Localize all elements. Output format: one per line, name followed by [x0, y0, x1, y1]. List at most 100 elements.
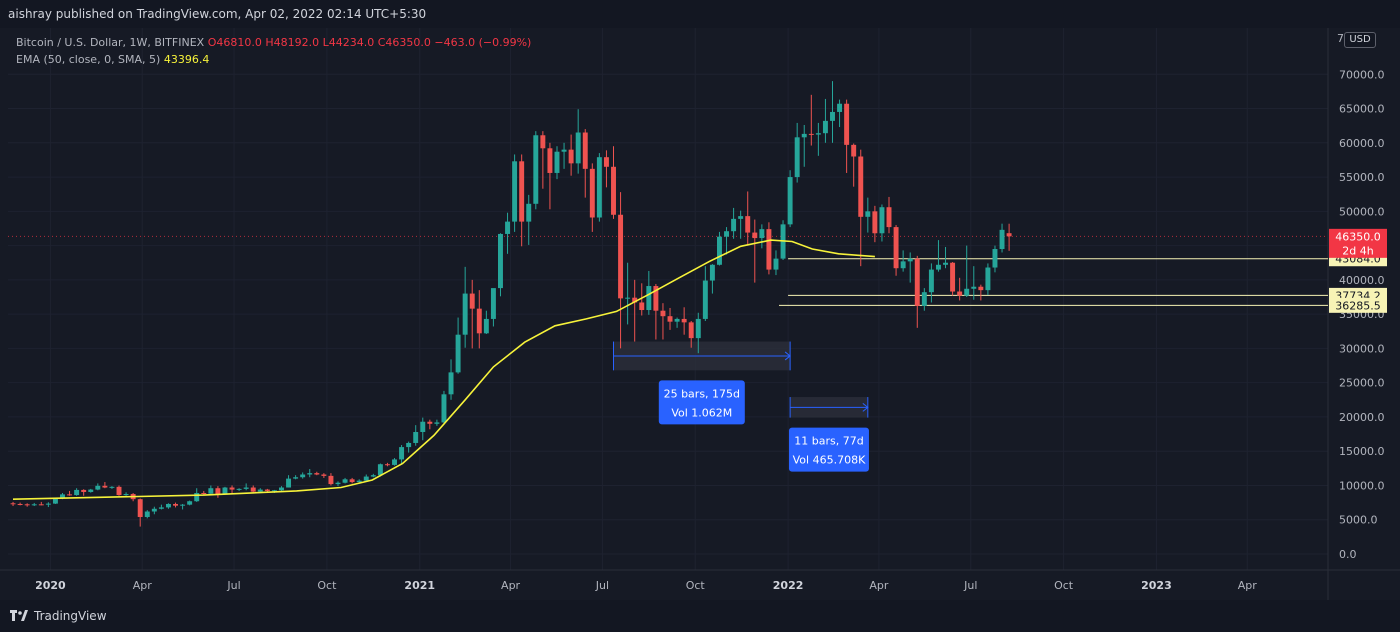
symbol-label: Bitcoin / U.S. Dollar, 1W, BITFINEX [16, 36, 205, 49]
candle-body [851, 144, 857, 157]
candle-body [286, 478, 292, 488]
ema-series [12, 239, 875, 500]
currency-button[interactable]: USD [1344, 32, 1376, 48]
y-tick-label: 15000.0 [1339, 445, 1385, 458]
candle-body [709, 264, 715, 281]
candle-body [342, 479, 348, 483]
x-tick-label: Jul [595, 579, 609, 592]
candle-body [618, 214, 624, 299]
candle-body [568, 149, 574, 164]
ema-label: EMA (50, close, 0, SMA, 5) [16, 53, 161, 66]
candle-body [420, 421, 426, 433]
candle-body [978, 286, 984, 291]
x-tick-label: 2023 [1141, 579, 1172, 592]
candle-body [264, 489, 270, 491]
tradingview-brand[interactable]: TradingView [10, 609, 107, 623]
candle-body [858, 156, 864, 217]
candle-body [300, 474, 306, 478]
candle-body [589, 168, 595, 218]
candle-body [151, 508, 157, 512]
candle-body [745, 216, 751, 233]
candle-body [462, 293, 468, 335]
candle-body [928, 269, 934, 293]
y-tick-label: 25000.0 [1339, 377, 1385, 390]
candle-body [201, 493, 207, 495]
candle-body [611, 166, 616, 215]
candle-body [766, 229, 772, 270]
candle-body [158, 507, 164, 509]
candle-body [95, 485, 101, 490]
x-tick-label: Apr [133, 579, 153, 592]
candle-body [476, 308, 482, 334]
x-tick-label: Apr [1238, 579, 1258, 592]
symbol-legend-row[interactable]: Bitcoin / U.S. Dollar, 1W, BITFINEX O468… [16, 34, 531, 51]
candle-body [321, 474, 327, 476]
candle-body [67, 494, 73, 496]
candle-body [448, 372, 454, 395]
candle-body [752, 232, 758, 239]
candle-body [716, 236, 722, 265]
y-tick-label: 65000.0 [1339, 103, 1385, 116]
y-tick-label: 70000.0 [1339, 68, 1385, 81]
chart-grid [8, 28, 1328, 570]
candle-body [349, 479, 355, 483]
date-range-volume-label: Vol 465.708K [793, 454, 866, 467]
candle-body [377, 464, 383, 476]
candle-body [731, 218, 737, 232]
candle-body [370, 475, 376, 477]
candle-body [639, 302, 645, 311]
candle-body [575, 132, 581, 164]
publisher-text: aishray published on TradingView.com, Ap… [8, 7, 427, 21]
candle-body [406, 442, 412, 448]
candle-body [603, 157, 609, 167]
candle-body [413, 432, 419, 443]
candle-body [526, 203, 532, 222]
ema-legend-row[interactable]: EMA (50, close, 0, SMA, 5) 43396.4 [16, 51, 531, 68]
candle-body [229, 487, 235, 490]
candle-body [582, 132, 588, 169]
candle-body [88, 489, 94, 492]
candle-body [519, 161, 525, 222]
candle-body [787, 177, 793, 225]
candle-body [964, 288, 970, 296]
candle-body [144, 511, 150, 517]
candle-body [999, 229, 1005, 250]
candle-body [935, 264, 941, 270]
x-tick-label: 2020 [35, 579, 66, 592]
candle-body [109, 486, 115, 488]
candle-body [808, 133, 814, 135]
date-range-measures: 25 bars, 175d Vol 1.062M 11 bars, 77d Vol 4… [613, 341, 869, 472]
date-range-info-box [788, 427, 869, 472]
y-tick-label: 55000.0 [1339, 171, 1385, 184]
candle-body [921, 292, 927, 306]
candle-body [250, 487, 256, 492]
last-price-tag-countdown: 2d 4h [1342, 244, 1373, 257]
candle-body [279, 487, 284, 491]
candle-body [31, 504, 37, 506]
y-tick-label: 50000.0 [1339, 205, 1385, 218]
candle-body [356, 480, 362, 483]
candle-body [271, 490, 277, 492]
candle-body [24, 504, 30, 506]
date-range-bars-label: 11 bars, 77d [794, 435, 863, 448]
candle-body [60, 494, 65, 499]
footer-bar: TradingView [0, 600, 1400, 632]
candle-body [45, 503, 51, 505]
candle-body [52, 498, 58, 504]
candle-body [554, 151, 560, 173]
candle-body [872, 211, 878, 234]
candle-body [865, 211, 871, 217]
candle-body [116, 486, 122, 496]
y-tick-label: 0.0 [1339, 548, 1357, 561]
candle-body [822, 120, 828, 134]
x-tick-label: Oct [317, 579, 337, 592]
candle-body [547, 148, 553, 173]
candle-body [830, 111, 835, 121]
last-price-tag-bg [1329, 228, 1387, 258]
candle-body [455, 334, 461, 373]
candle-body [886, 207, 892, 228]
candle-body [646, 286, 652, 311]
candle-body [243, 487, 249, 489]
candle-body [540, 135, 546, 149]
